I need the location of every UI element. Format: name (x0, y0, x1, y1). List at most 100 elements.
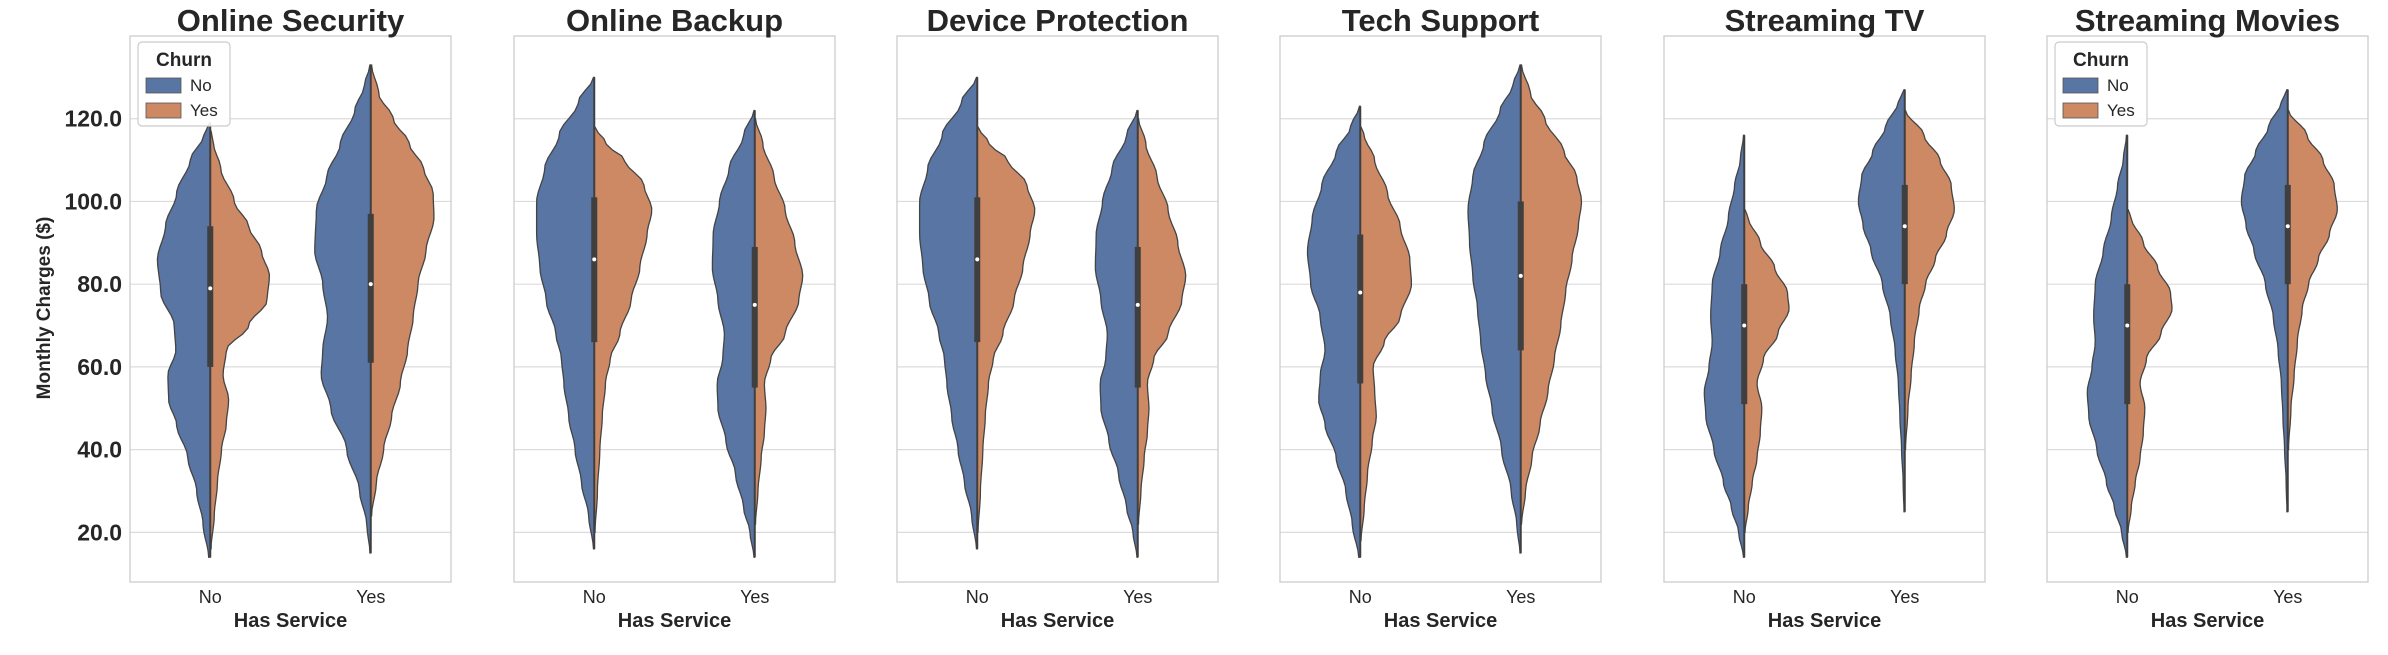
panel-title: Streaming TV (1725, 3, 1925, 38)
violin-median (975, 257, 980, 262)
violin-half-churn-no (314, 64, 372, 554)
x-axis-label: Has Service (618, 610, 731, 632)
panel-6: Streaming Movies No Yes Has Service Churn No Y… (2046, 3, 2369, 632)
panels-group: Online Security No Yes Has Service 20.0 40.0 6… (64, 3, 2369, 632)
y-tick-label: 40.0 (77, 437, 122, 463)
violin-yes (1467, 64, 1583, 554)
violin-half-churn-no (1094, 109, 1139, 558)
x-tick-label: Yes (1890, 587, 1919, 607)
violin-half-churn-yes (1520, 64, 1583, 525)
violin-yes (314, 64, 435, 554)
x-tick-label: No (199, 587, 222, 607)
y-tick-label: 60.0 (77, 354, 122, 380)
violin-median (592, 257, 597, 262)
y-tick-label: 80.0 (77, 271, 122, 297)
panel-title: Device Protection (927, 3, 1189, 38)
violin-half-churn-no (711, 109, 756, 558)
panel-frame (129, 35, 452, 583)
x-tick-label: No (966, 587, 989, 607)
violin-median (1358, 290, 1363, 295)
violin-half-churn-yes (1137, 118, 1187, 525)
y-tick-label: 20.0 (77, 519, 122, 545)
legend-swatch-no (145, 77, 182, 94)
violin-yes (711, 109, 804, 558)
violin-yes (2240, 89, 2338, 513)
violin-median (1135, 302, 1140, 307)
legend: Churn No Yes (2054, 41, 2148, 127)
violin-iqr-box (1741, 284, 1748, 405)
panel-2: Online Backup No Yes Has Service (513, 3, 836, 632)
violin-iqr-box (367, 213, 374, 363)
violin-iqr-box (2284, 184, 2291, 285)
violin-half-churn-yes (2287, 109, 2338, 451)
violin-median (752, 302, 757, 307)
violin-iqr-box (207, 226, 214, 367)
y-tick-label: 120.0 (64, 106, 122, 132)
panel-3: Device Protection No Yes Has Service (896, 3, 1219, 632)
violin-half-churn-no (1306, 105, 1361, 558)
panel-frame (1663, 35, 1986, 583)
panel-title: Tech Support (1342, 3, 1539, 38)
x-tick-label: No (2116, 587, 2139, 607)
y-tick-label: 100.0 (64, 188, 122, 214)
panel-title: Streaming Movies (2075, 3, 2340, 38)
violin-half-churn-yes (209, 130, 271, 550)
violin-yes (1094, 109, 1187, 558)
violin-no (1703, 134, 1790, 558)
panel-frame (896, 35, 1219, 583)
violin-no (535, 76, 653, 550)
x-axis-label: Has Service (234, 610, 347, 632)
violin-half-churn-no (918, 76, 978, 550)
legend-swatch-yes (145, 102, 182, 119)
x-tick-label: No (1733, 587, 1756, 607)
x-tick-label: Yes (740, 587, 769, 607)
violin-iqr-box (2124, 284, 2131, 405)
violin-median (368, 282, 373, 287)
legend: Churn No Yes (137, 41, 231, 127)
legend-title: Churn (2073, 50, 2129, 71)
violin-half-churn-yes (754, 118, 804, 525)
x-tick-label: Yes (2273, 587, 2302, 607)
violin-iqr-box (974, 197, 981, 343)
panel-1: Online Security No Yes Has Service 20.0 40.0 6… (64, 3, 452, 632)
panel-4: Tech Support No Yes Has Service (1279, 3, 1602, 632)
violin-median (208, 286, 213, 291)
violin-half-churn-yes (370, 64, 435, 517)
violin-median (1742, 323, 1747, 328)
panel-title: Online Security (177, 3, 405, 38)
violin-iqr-box (1134, 246, 1141, 388)
legend-entry-no: No (2107, 76, 2129, 95)
x-tick-label: No (1349, 587, 1372, 607)
violin-median (2125, 323, 2130, 328)
violin-half-churn-yes (1904, 109, 1955, 451)
x-axis-label: Has Service (1001, 610, 1114, 632)
violin-no (156, 122, 271, 558)
panel-frame (513, 35, 836, 583)
violin-half-churn-yes (976, 126, 1036, 534)
violin-half-churn-no (1857, 89, 1906, 513)
x-axis-label: Has Service (2151, 610, 2264, 632)
panel-frame (1279, 35, 1602, 583)
violin-half-churn-yes (593, 126, 653, 534)
legend-entry-yes: Yes (190, 101, 218, 120)
violin-median (1518, 273, 1523, 278)
violin-half-churn-no (1467, 64, 1522, 554)
violin-half-churn-no (1703, 134, 1745, 558)
violin-no (2086, 134, 2173, 558)
legend-entry-no: No (190, 76, 212, 95)
violin-half-churn-no (2240, 89, 2289, 513)
x-tick-label: No (583, 587, 606, 607)
legend-swatch-yes (2062, 102, 2099, 119)
legend-entry-yes: Yes (2107, 101, 2135, 120)
violin-no (1306, 105, 1413, 558)
y-axis-label: Monthly Charges ($) (34, 217, 55, 400)
panel-5: Streaming TV No Yes Has Service (1663, 3, 1986, 632)
x-tick-label: Yes (1123, 587, 1152, 607)
violin-iqr-box (1357, 234, 1364, 384)
violin-median (1902, 224, 1907, 229)
violin-yes (1857, 89, 1955, 513)
violin-half-churn-no (535, 76, 595, 550)
violin-half-churn-yes (1359, 126, 1413, 542)
